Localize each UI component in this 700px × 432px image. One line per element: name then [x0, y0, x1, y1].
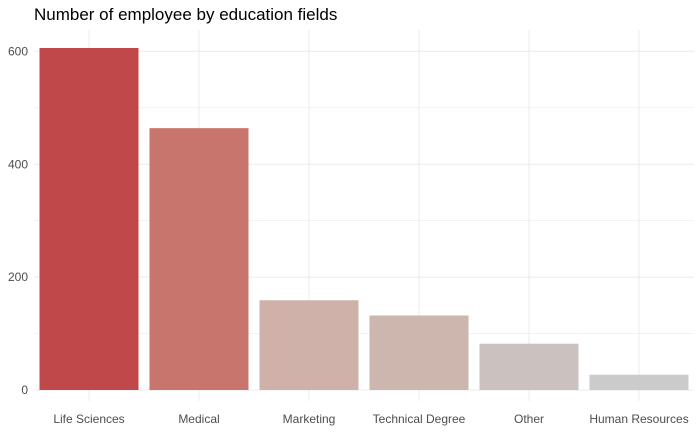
y-axis-ticks: 0 200 400 600 — [8, 44, 28, 397]
chart-title: Number of employee by education fields — [34, 5, 338, 24]
bar-marketing — [259, 300, 359, 390]
bar-human-resources — [589, 374, 689, 390]
bar-other — [479, 343, 579, 390]
x-tick-label: Medical — [178, 412, 219, 426]
x-tick-label: Marketing — [283, 412, 336, 426]
x-tick-label: Life Sciences — [53, 412, 124, 426]
bar-medical — [149, 128, 249, 390]
bars — [39, 48, 689, 390]
x-tick-label: Technical Degree — [373, 412, 466, 426]
y-tick-label: 400 — [8, 157, 28, 171]
x-tick-label: Human Resources — [589, 412, 688, 426]
bar-life-sciences — [39, 48, 139, 390]
bar-technical-degree — [369, 315, 469, 390]
y-tick-label: 200 — [8, 270, 28, 284]
y-tick-label: 0 — [21, 383, 28, 397]
x-axis-ticks: Life Sciences Medical Marketing Technical D… — [53, 412, 688, 426]
x-tick-label: Other — [514, 412, 544, 426]
y-tick-label: 600 — [8, 44, 28, 58]
